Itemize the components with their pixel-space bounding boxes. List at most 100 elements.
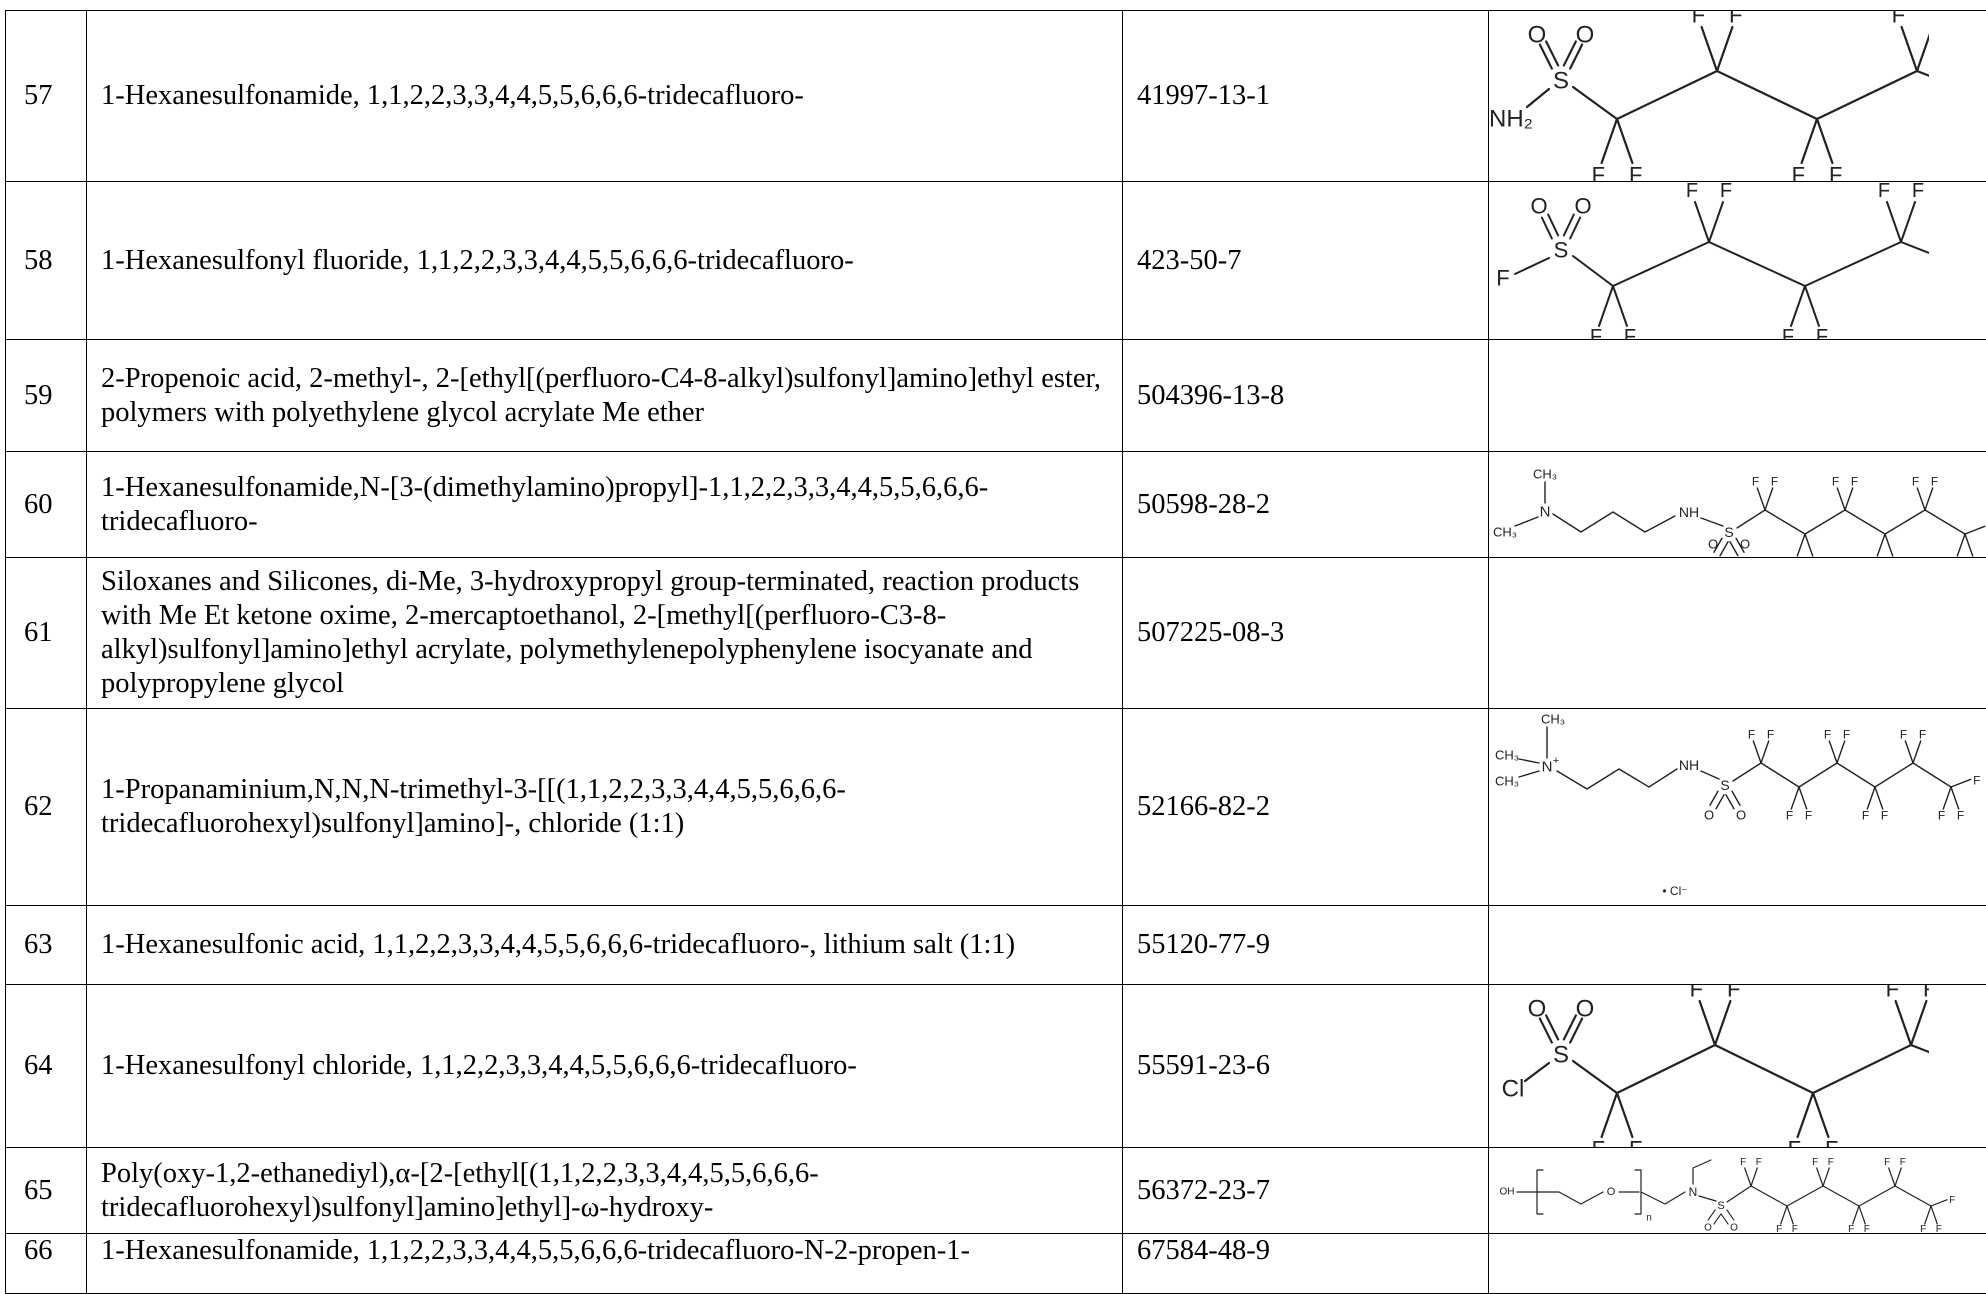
table-row: 58 1-Hexanesulfonyl fluoride, 1,1,2,2,3,…: [6, 182, 1986, 340]
bond: [1709, 202, 1723, 242]
methyl-group: CH₃: [1533, 467, 1557, 482]
atom-label: F: [1792, 1224, 1798, 1234]
table-row: 60 1-Hexanesulfonamide,N-[3-(dimethylami…: [6, 452, 1986, 558]
bond: [1602, 1093, 1617, 1137]
atom-label: F: [1931, 474, 1938, 488]
chemical-name: 1-Hexanesulfonic acid, 1,1,2,2,3,3,4,4,5…: [87, 906, 1123, 985]
bond: [1859, 1186, 1895, 1206]
row-number: 66: [6, 1234, 87, 1294]
bond: [1761, 741, 1769, 763]
chemical-name: 1-Hexanesulfonyl chloride, 1,1,2,2,3,3,4…: [87, 985, 1123, 1148]
atom-label: F: [1788, 1137, 1801, 1148]
hydroxyl-group: OH: [1500, 1187, 1515, 1198]
bond: [1519, 771, 1539, 777]
bond: [1765, 488, 1773, 510]
atom-label: F: [1912, 474, 1919, 488]
bond: [1515, 258, 1549, 274]
atom-label: F: [1949, 1195, 1955, 1206]
bond: [1573, 256, 1613, 286]
structure-sulfonyl-chloride: SOOClFFFFFFFFF: [1489, 985, 1929, 1148]
table-row: 65 Poly(oxy-1,2-ethanediyl),α-[2-[ethyl[…: [6, 1148, 1986, 1234]
bond: [1951, 779, 1971, 787]
atom-label: O: [1576, 996, 1595, 1023]
atom-label: F: [1720, 182, 1732, 202]
table-row: 63 1-Hexanesulfonic acid, 1,1,2,2,3,3,4,…: [6, 906, 1986, 985]
atom-label: F: [1629, 163, 1642, 182]
sulfur-atom: S: [1720, 777, 1729, 793]
bond: [1913, 741, 1921, 763]
atom-label: F: [1892, 11, 1905, 27]
bond: [1965, 534, 1973, 556]
chemical-name: 1-Hexanesulfonamide, 1,1,2,2,3,3,4,4,5,5…: [87, 11, 1123, 182]
bond: [1911, 1001, 1926, 1045]
chemical-name: 1-Hexanesulfonamide,N-[3-(dimethylamino)…: [87, 452, 1123, 558]
bond: [1901, 242, 1929, 256]
bond: [1817, 1168, 1823, 1186]
atom-label: F: [1740, 1157, 1746, 1168]
atom-label: O: [1704, 808, 1714, 823]
atom-label: O: [1730, 1223, 1738, 1234]
bond: [1617, 119, 1632, 163]
bond: [1700, 1001, 1715, 1045]
cas-number: 55120-77-9: [1123, 906, 1489, 985]
atom-label: O: [1576, 22, 1595, 49]
structure-cell-empty: [1489, 558, 1986, 709]
cas-number: 52166-82-2: [1123, 709, 1489, 906]
chemical-name: 2-Propenoic acid, 2-methyl-, 2-[ethyl[(p…: [87, 340, 1123, 452]
structure-cell: NCH₃CH₃NHSOOFFFFFFFFFFFFF: [1489, 452, 1986, 558]
row-number: 57: [6, 11, 87, 182]
atom-label: F: [1727, 985, 1740, 1001]
methyl-group: CH₃: [1493, 525, 1517, 540]
bond: [1813, 1093, 1828, 1137]
atom-label: F: [1864, 1224, 1870, 1234]
cas-number: 56372-23-7: [1123, 1148, 1489, 1234]
nitrogen-atom: N: [1540, 504, 1551, 521]
amine-group: NH: [1679, 757, 1699, 773]
bond: [1527, 89, 1549, 107]
bond: [1715, 1045, 1813, 1093]
bond: [1799, 763, 1837, 787]
atom-label: O: [1740, 537, 1750, 552]
bond: [1943, 787, 1951, 809]
sulfur-atom: S: [1553, 1042, 1569, 1069]
atom-label: F: [1752, 474, 1759, 488]
bond: [1717, 71, 1817, 119]
cas-number: 55591-23-6: [1123, 985, 1489, 1148]
cas-number: 41997-13-1: [1123, 11, 1489, 182]
amine-group: NH₂: [1489, 106, 1533, 133]
ethyl-bond: [1641, 1192, 1685, 1204]
row-number: 63: [6, 906, 87, 985]
bond: [1885, 510, 1925, 534]
atom-label: F: [1767, 727, 1774, 741]
atom-label: F: [1884, 1157, 1890, 1168]
bond: [1805, 242, 1901, 286]
bond: [1781, 1206, 1787, 1224]
bond: [1727, 1210, 1734, 1220]
sulfur-atom: S: [1553, 68, 1569, 95]
atom-label: F: [1912, 182, 1924, 202]
sulfur-atom: S: [1724, 524, 1733, 540]
atom-label: F: [1729, 11, 1742, 27]
atom-label: F: [1748, 727, 1755, 741]
atom-label: F: [1690, 985, 1703, 1001]
bond: [1887, 202, 1901, 242]
atom-label: F: [1936, 1224, 1942, 1234]
bond: [1925, 510, 1965, 534]
chemical-name: Siloxanes and Silicones, di-Me, 3-hydrox…: [87, 558, 1123, 709]
bond: [1896, 1001, 1911, 1045]
structure-cell-empty: [1489, 340, 1986, 452]
atom-label: F: [1592, 163, 1605, 182]
bond: [1797, 534, 1805, 556]
atom-label: F: [1919, 727, 1926, 741]
bond: [1613, 286, 1627, 326]
peg-bond: [1535, 1192, 1603, 1204]
bond: [1817, 119, 1832, 163]
atom-label: F: [1624, 326, 1636, 340]
bond: [1721, 1214, 1728, 1224]
atom-label: O: [1528, 996, 1547, 1023]
bond: [1867, 787, 1875, 809]
bond: [1802, 119, 1817, 163]
bond: [1519, 759, 1539, 763]
table-row: 59 2-Propenoic acid, 2-methyl-, 2-[ethyl…: [6, 340, 1986, 452]
